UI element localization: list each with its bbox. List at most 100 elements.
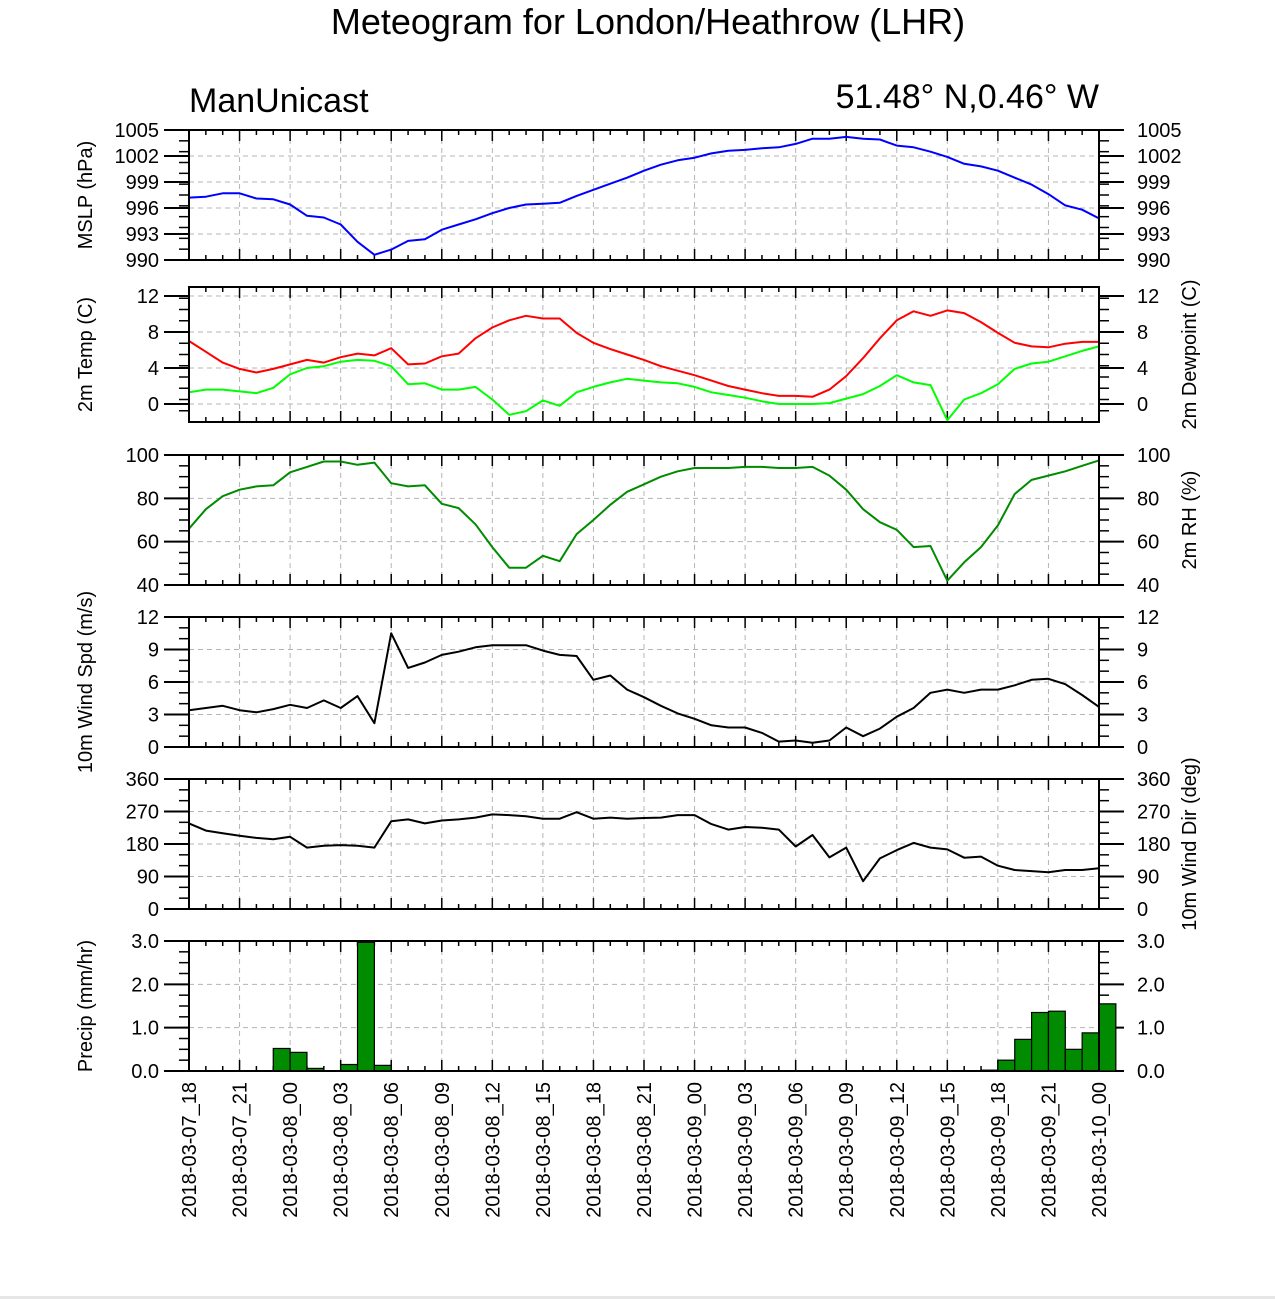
- panel-4: 0 0 90 90 180 180 270 270 360 360 10m Wind Dir (de…: [126, 757, 1201, 930]
- y-axis-label: Precip (mm/hr): [75, 940, 97, 1072]
- y-tick-label: 0.0: [131, 1061, 159, 1083]
- y-axis-label: 2m Temp (C): [75, 297, 97, 412]
- panel-frame: [188, 286, 1100, 423]
- y-tick-label: 2.0: [131, 974, 159, 996]
- y-tick-label-right: 3: [1137, 705, 1148, 727]
- y-tick-label-right: 1002: [1137, 146, 1182, 168]
- y-tick-label: 9: [148, 640, 159, 662]
- y-tick-label: 12: [137, 607, 159, 629]
- x-tick-label: 2018-03-08_12: [482, 1082, 504, 1218]
- y-tick-label: 0: [148, 737, 159, 759]
- precip-bar: [1014, 1038, 1033, 1072]
- y-tick-label-right: 90: [1137, 867, 1159, 889]
- y-tick-label: 180: [126, 834, 159, 856]
- bottom-rule: [0, 1296, 1275, 1299]
- series-line-0: [188, 309, 1099, 398]
- y-tick-label-right: 999: [1137, 172, 1170, 194]
- x-tick-label: 2018-03-10_00: [1089, 1082, 1111, 1218]
- x-tick-label: 2018-03-09_09: [836, 1082, 858, 1218]
- x-tick-label: 2018-03-09_15: [937, 1082, 959, 1218]
- panel-frame: [188, 778, 1100, 910]
- chart-title: Meteogram for London/Heathrow (LHR): [331, 1, 965, 42]
- y-axis-label-right: 10m Wind Dir (deg): [1179, 757, 1201, 930]
- y-tick-label: 100: [126, 445, 159, 467]
- x-tick-label: 2018-03-08_06: [381, 1082, 403, 1218]
- precip-bar: [1047, 1010, 1066, 1072]
- series-line-0: [188, 811, 1100, 883]
- panel-frame: [188, 129, 1100, 261]
- y-tick-label: 80: [137, 488, 159, 510]
- precip-bar: [997, 1059, 1016, 1072]
- x-tick-label: 2018-03-07_18: [179, 1082, 201, 1218]
- y-tick-label: 60: [137, 532, 159, 554]
- y-tick-label: 3: [148, 705, 159, 727]
- panel-2: 40 40 60 60 80 80 100 100 2m RH (%): [126, 445, 1201, 597]
- x-tick-label: 2018-03-09_06: [786, 1082, 808, 1218]
- y-tick-label-right: 1.0: [1137, 1018, 1165, 1040]
- y-tick-label: 1002: [115, 146, 160, 168]
- y-tick-label: 1005: [115, 120, 160, 142]
- x-tick-labels: 2018-03-07_18 2018-03-07_21 2018-03-08_00 2…: [179, 1082, 1111, 1218]
- y-tick-label-right: 0: [1137, 899, 1148, 921]
- y-tick-label-right: 993: [1137, 224, 1170, 246]
- x-tick-label: 2018-03-09_21: [1038, 1082, 1060, 1218]
- y-tick-label: 12: [137, 286, 159, 308]
- y-tick-label-right: 6: [1137, 672, 1148, 694]
- x-tick-label: 2018-03-09_00: [685, 1082, 707, 1218]
- y-tick-label-right: 2.0: [1137, 974, 1165, 996]
- precip-bar: [356, 941, 375, 1072]
- precip-bar: [272, 1047, 291, 1072]
- y-axis-label: MSLP (hPa): [75, 141, 97, 250]
- y-tick-label-right: 40: [1137, 575, 1159, 597]
- y-tick-label: 8: [148, 322, 159, 344]
- panel-frame: [188, 940, 1100, 1072]
- x-tick-label: 2018-03-08_00: [280, 1082, 302, 1218]
- y-tick-label-right: 270: [1137, 802, 1170, 824]
- x-tick-label: 2018-03-08_18: [583, 1082, 605, 1218]
- panel-5: 0.0 0.0 1.0 1.0 2.0 2.0 3.0 3.0 Precip (mm/hr): [75, 931, 1165, 1083]
- y-tick-label-right: 180: [1137, 834, 1170, 856]
- series-line-0: [188, 135, 1100, 256]
- x-tick-label: 2018-03-08_15: [533, 1082, 555, 1218]
- y-tick-label: 6: [148, 672, 159, 694]
- y-tick-label: 360: [126, 769, 159, 791]
- x-tick-label: 2018-03-09_12: [887, 1082, 909, 1218]
- y-tick-label: 270: [126, 802, 159, 824]
- panel-3: 0 0 3 3 6 6 9 9 12 12 10m Wind Spd (m/s): [75, 591, 1159, 773]
- y-axis-label-right: 2m RH (%): [1179, 471, 1201, 570]
- panel-0: 990 990 993 993 996 996 999 999 1002 1002 1005 1005…: [75, 120, 1182, 272]
- x-tick-label: 2018-03-07_21: [230, 1082, 252, 1218]
- y-tick-label-right: 60: [1137, 532, 1159, 554]
- y-tick-label-right: 100: [1137, 445, 1170, 467]
- precip-bar: [1098, 1003, 1117, 1072]
- y-axis-label: 10m Wind Spd (m/s): [75, 591, 97, 773]
- series-line-1: [188, 345, 1100, 422]
- series-line-0: [188, 632, 1100, 744]
- y-tick-label: 3.0: [131, 931, 159, 953]
- y-tick-label: 4: [148, 358, 159, 380]
- model-label: ManUnicast: [189, 82, 369, 120]
- y-tick-label: 40: [137, 575, 159, 597]
- y-tick-label-right: 4: [1137, 358, 1148, 380]
- y-tick-label: 999: [126, 172, 159, 194]
- location-label: 51.48° N,0.46° W: [836, 78, 1099, 116]
- panel-1: 0 0 4 4 8 8 12 12 2m Temp (C) 2m Dewpoint (C): [75, 279, 1201, 429]
- y-tick-label-right: 996: [1137, 198, 1170, 220]
- series-line-0: [188, 459, 1100, 582]
- y-tick-label: 90: [137, 867, 159, 889]
- y-tick-label-right: 3.0: [1137, 931, 1165, 953]
- precip-bar: [1081, 1032, 1100, 1072]
- precip-bar: [1030, 1011, 1050, 1072]
- y-tick-label-right: 0.0: [1137, 1061, 1165, 1083]
- y-tick-label: 0: [148, 394, 159, 416]
- y-tick-label-right: 0: [1137, 394, 1148, 416]
- y-tick-label-right: 990: [1137, 250, 1170, 272]
- panel-frame: [188, 454, 1100, 586]
- y-axis-label-right: 2m Dewpoint (C): [1179, 279, 1201, 429]
- y-tick-label-right: 9: [1137, 640, 1148, 662]
- y-tick-label: 993: [126, 224, 159, 246]
- y-tick-label-right: 8: [1137, 322, 1148, 344]
- y-tick-label-right: 360: [1137, 769, 1170, 791]
